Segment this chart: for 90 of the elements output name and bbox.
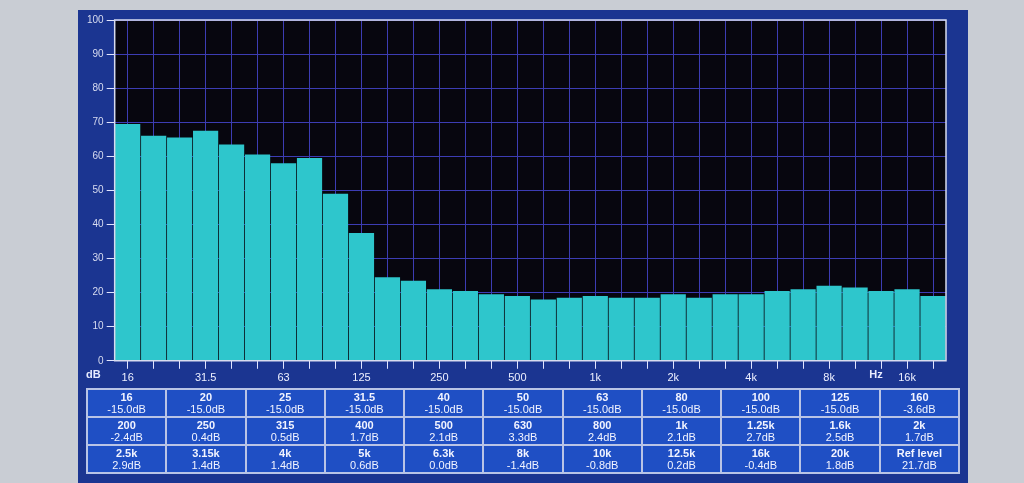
text: 2.1dB (429, 431, 459, 443)
text: 630 (512, 419, 534, 431)
text: -15.0dB (345, 403, 384, 415)
x-tick-label: 8k (823, 371, 836, 384)
y-tick-label: 100 (87, 13, 105, 25)
text: -15.0dB (107, 403, 146, 415)
x-tick-label: 4k (745, 371, 758, 384)
text: 16 (119, 391, 134, 403)
text: 6.3k (432, 447, 456, 459)
text: 21.7dB (901, 459, 937, 471)
text: 0.4dB (191, 431, 221, 443)
x-tick-label: 31.5 (194, 371, 217, 384)
text: 40 (436, 391, 451, 403)
text: 10k (592, 447, 613, 459)
text: 100 (750, 391, 771, 403)
y-tick-label: 20 (92, 286, 105, 298)
text: 250 (195, 419, 217, 431)
text: 1.7dB (904, 431, 934, 443)
y-tick-label: 70 (92, 115, 105, 127)
text: -0.4dB (744, 459, 778, 471)
text: -1.4dB (506, 459, 540, 471)
text: -15.0dB (186, 403, 226, 415)
text: -15.0dB (424, 403, 463, 415)
text: 125 (829, 391, 851, 403)
x-tick-label: 16k (898, 371, 917, 384)
text: 1.8dB (825, 459, 855, 471)
text: 3.3dB (508, 431, 538, 443)
x-axis-title: Hz (869, 367, 884, 380)
text: 1.4dB (270, 459, 300, 471)
text: Ref level (895, 447, 943, 459)
text: 1.25k (746, 419, 776, 431)
y-tick-label: 90 (92, 47, 105, 59)
y-tick-label: 0 (98, 354, 105, 366)
text: 20k (829, 447, 851, 459)
text: 12.5k (666, 447, 697, 459)
text: -15.0dB (662, 403, 701, 415)
text: 2k (912, 419, 927, 431)
text: 0.6dB (350, 459, 379, 471)
text: -15.0dB (503, 403, 543, 415)
text: 200 (116, 419, 137, 431)
text: 2.4dB (587, 431, 617, 443)
text: 1k (674, 419, 689, 431)
text: 25 (278, 391, 293, 403)
text: 8k (515, 447, 531, 459)
x-tick-label: 500 (508, 371, 527, 384)
text: -0.8dB (586, 459, 619, 471)
x-tick-label: 1k (589, 371, 602, 384)
y-tick-label: 80 (92, 81, 105, 93)
text: 2.5k (114, 447, 139, 459)
text: 0.5dB (270, 431, 300, 443)
text: 315 (275, 419, 296, 431)
text: 50 (515, 391, 531, 403)
text: 2.1dB (667, 431, 696, 443)
text: -15.0dB (820, 403, 860, 415)
text: 1.4dB (191, 459, 221, 471)
text: 80 (674, 391, 689, 403)
text: 0.0dB (429, 459, 459, 471)
y-tick-label: 50 (92, 184, 105, 196)
text: 5k (357, 447, 372, 459)
text: 31.5 (352, 391, 377, 403)
text: 1.6k (828, 419, 852, 431)
text: 2.5dB (825, 431, 855, 443)
text: -15.0dB (741, 403, 781, 415)
y-tick-label: 30 (92, 252, 105, 264)
text: 1.7dB (350, 431, 379, 443)
text: 16k (750, 447, 771, 459)
text: 20 (198, 391, 213, 403)
x-tick-label: 125 (352, 371, 371, 384)
text: 4k (278, 447, 293, 459)
text: -15.0dB (265, 403, 305, 415)
text: 500 (433, 419, 454, 431)
text: 400 (354, 419, 375, 431)
x-tick-label: 16 (121, 371, 134, 384)
y-tick-label: 60 (92, 150, 105, 162)
x-tick-label: 63 (277, 371, 290, 384)
y-axis-title: dB (86, 367, 101, 380)
text: 0.2dB (667, 459, 696, 471)
text: 160 (909, 391, 930, 403)
text: 2.9dB (112, 459, 141, 471)
text: 800 (592, 419, 613, 431)
x-tick-label: 250 (430, 371, 449, 384)
text: -3.6dB (903, 403, 936, 415)
text: 63 (595, 391, 610, 403)
x-tick-label: 2k (667, 371, 680, 384)
y-tick-label: 10 (92, 320, 105, 332)
y-tick-label: 40 (92, 218, 105, 230)
text: 3.15k (191, 447, 221, 459)
text: 2.7dB (746, 431, 776, 443)
text: -15.0dB (583, 403, 622, 415)
text: -2.4dB (110, 431, 143, 443)
